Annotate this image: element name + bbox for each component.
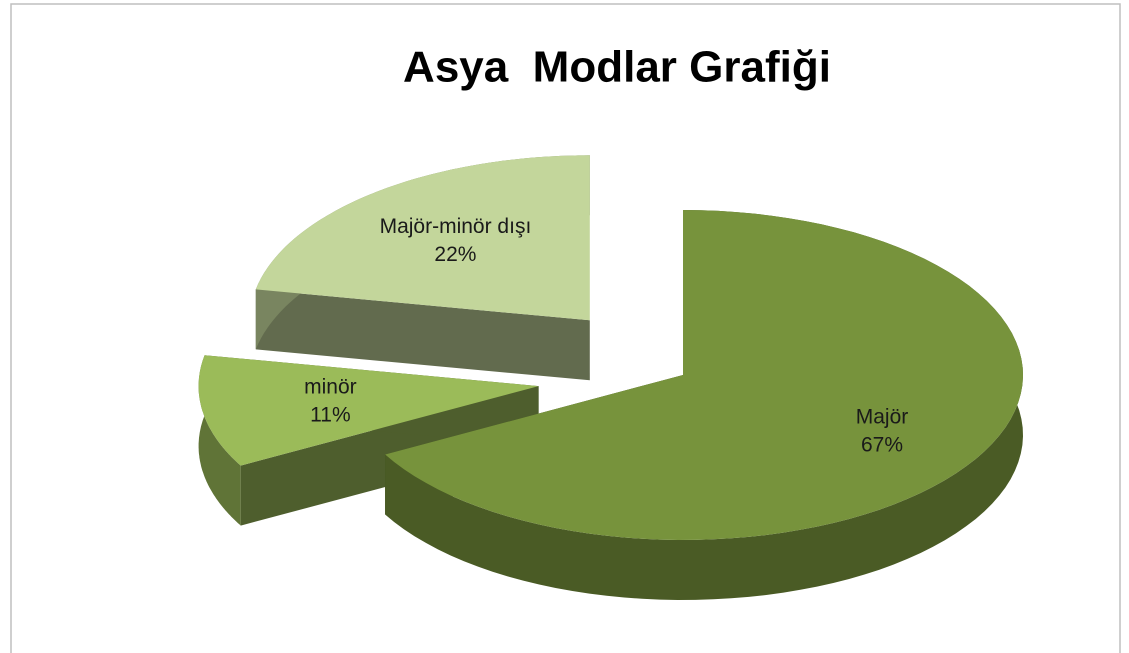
pie-slice [255,155,590,381]
data-label-name: Majör [856,406,909,429]
chart-frame [10,3,1121,653]
slice-top [255,155,590,321]
pie-slice [385,210,1024,600]
chart-title: Asya Modlar Grafiği [403,43,831,92]
data-label-name: minör [304,376,357,399]
data-label-value: 11% [310,404,350,427]
data-label-name: Majör-minör dışı [380,215,532,238]
data-label-value: 22% [434,243,476,266]
slice-wall [198,355,241,526]
slice-top [198,355,539,466]
slice-top [385,210,1024,540]
data-label-value: 67% [861,434,903,457]
slice-side [255,289,590,381]
